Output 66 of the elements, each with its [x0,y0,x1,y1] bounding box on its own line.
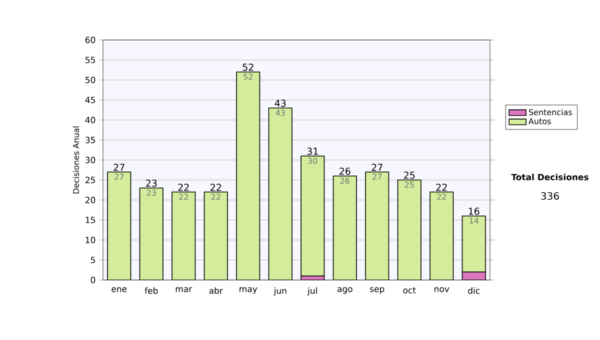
total-label: 27 [114,164,124,171]
bar [172,192,196,280]
data-label: 25 [404,182,414,188]
x-tick-label: feb [144,287,158,294]
data-label: 27 [372,174,382,180]
legend-label: Sentencias [529,108,572,116]
data-label: 22 [211,194,220,200]
y-tick-label: 45 [85,96,95,104]
x-tick-label: sep [370,287,384,294]
x-tick-label: oct [403,287,416,294]
bar [236,72,260,280]
data-label: 30 [308,158,318,164]
bar [204,192,228,280]
x-tick-label: abr [209,287,223,294]
y-axis-title: Decisiones Anual [72,126,80,194]
y-tick-label: 40 [85,116,96,124]
bar [268,108,292,280]
bar [108,172,131,280]
bar [398,180,421,280]
y-tick-label: 50 [86,76,96,84]
y-tick-label: 55 [86,56,95,64]
total-label: 22 [178,184,189,191]
bar [300,156,325,276]
bar [430,192,454,280]
y-tick-label: 60 [85,36,96,44]
legend-label: Autos [528,118,551,124]
total-label: 52 [242,64,254,71]
x-tick-label: nov [434,287,450,292]
x-tick-label: jun [274,287,286,296]
y-tick-label: 15 [86,216,95,224]
data-label: 43 [276,110,285,116]
total-label: 16 [468,208,480,215]
x-tick-label: ago [337,287,352,294]
y-tick-label: 35 [86,136,95,144]
y-tick-label: 25 [86,176,95,184]
x-tick-label: ene [112,287,127,292]
data-label: 22 [437,194,446,200]
data-label: 52 [244,74,252,80]
y-tick-label: 10 [86,236,96,244]
total-label: 25 [404,172,415,179]
bar [333,176,356,280]
bar [140,188,163,280]
data-label: 27 [114,174,124,180]
x-tick-label: may [240,287,258,294]
text: Total Decisiones [511,174,588,180]
bar [462,216,486,272]
y-tick-label: 30 [86,156,96,164]
data-label: 22 [179,194,188,200]
x-tick-label: dic [468,287,480,294]
data-label: 23 [146,190,156,196]
x-tick-label: jul [307,287,317,296]
total-label: 31 [307,148,318,155]
data-label: 14 [470,218,479,224]
bar [366,172,389,280]
data-label: 26 [340,178,350,184]
total-label: 27 [372,164,382,171]
y-tick-label: 20 [86,196,96,204]
total-label: 22 [436,184,447,191]
x-tick-label: mar [176,287,192,292]
y-tick-label: 5 [90,256,95,264]
text: 336 [541,192,559,200]
total-label: 43 [274,100,286,107]
y-tick-label: 0 [90,276,96,284]
total-label: 22 [210,184,221,191]
total-label: 23 [146,180,157,187]
total-label: 26 [340,168,350,175]
